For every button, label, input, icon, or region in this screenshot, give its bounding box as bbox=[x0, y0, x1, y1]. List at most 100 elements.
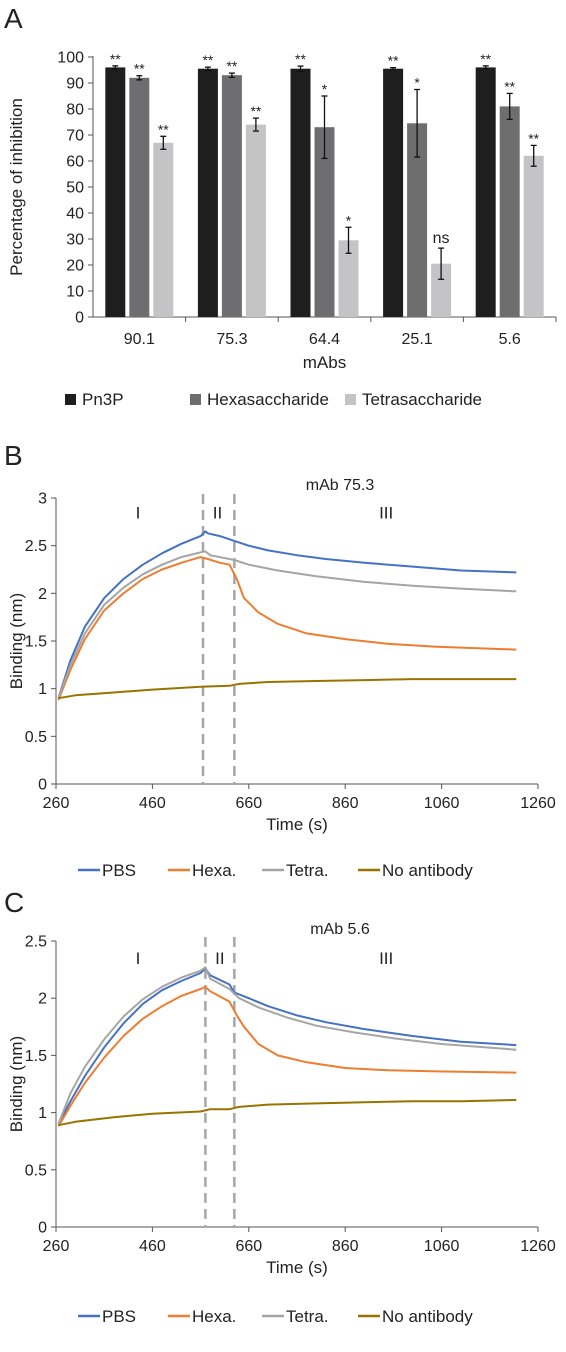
phase-label: III bbox=[379, 503, 393, 522]
series-line bbox=[57, 550, 517, 699]
phase-label: I bbox=[136, 949, 141, 968]
legend-label: No antibody bbox=[382, 1307, 473, 1326]
series-line bbox=[57, 556, 517, 701]
y-tick-label: 20 bbox=[66, 258, 84, 275]
significance-label: ** bbox=[528, 130, 539, 146]
x-tick-label: 460 bbox=[139, 1238, 166, 1255]
bar bbox=[431, 263, 452, 317]
x-tick-label: 260 bbox=[43, 795, 70, 812]
y-axis-title: Binding (nm) bbox=[7, 593, 26, 689]
x-tick-label: 660 bbox=[235, 1238, 262, 1255]
legend-label: Tetra. bbox=[286, 861, 329, 880]
y-tick-label: 80 bbox=[66, 102, 84, 119]
y-tick-label: 60 bbox=[66, 154, 84, 171]
significance-label: ** bbox=[226, 58, 237, 74]
bar bbox=[383, 68, 404, 317]
bar bbox=[523, 155, 544, 317]
x-tick-label: 25.1 bbox=[402, 331, 433, 348]
y-tick-label: 90 bbox=[66, 76, 84, 93]
bar bbox=[407, 123, 428, 317]
x-tick-label: 90.1 bbox=[124, 331, 155, 348]
significance-label: * bbox=[346, 212, 352, 228]
chart-b-line: 0 0.5 1 1.5 2 2.5 3 260 460 660 860 1060 1260 Time (s… bbox=[7, 477, 556, 880]
chart-a-bar: 0 10 20 30 40 50 60 70 80 90 100 Percentage of inhi… bbox=[7, 50, 557, 409]
y-tick-label: 1.5 bbox=[25, 634, 47, 651]
x-tick-label: 260 bbox=[43, 1238, 70, 1255]
x-tick-label: 64.4 bbox=[309, 331, 340, 348]
x-tick-label: 460 bbox=[139, 795, 166, 812]
y-tick-label: 1 bbox=[38, 681, 47, 698]
legend-label: Tetrasaccharide bbox=[362, 390, 482, 409]
y-tick-label: 2 bbox=[38, 586, 47, 603]
x-axis-title: Time (s) bbox=[266, 1258, 328, 1277]
x-tick-label: 75.3 bbox=[216, 331, 247, 348]
legend-label: No antibody bbox=[382, 861, 473, 880]
significance-label: ** bbox=[250, 103, 261, 119]
bar bbox=[153, 142, 174, 317]
bar bbox=[475, 67, 496, 318]
legend-label: Hexa. bbox=[192, 1307, 236, 1326]
y-tick-label: 1 bbox=[38, 1105, 47, 1122]
bar bbox=[245, 124, 266, 317]
bar bbox=[221, 75, 242, 317]
y-tick-label: 10 bbox=[66, 284, 84, 301]
phase-label: I bbox=[136, 503, 141, 522]
y-tick-label: 0 bbox=[38, 777, 47, 794]
significance-label: ** bbox=[134, 61, 145, 77]
panel-b-letter: B bbox=[4, 440, 23, 471]
bar bbox=[197, 68, 218, 317]
y-tick-label: 3 bbox=[38, 491, 47, 508]
series-line bbox=[57, 530, 517, 699]
x-tick-label: 660 bbox=[235, 795, 262, 812]
bar bbox=[499, 106, 520, 318]
series-line bbox=[58, 1099, 517, 1127]
x-tick-label: 1260 bbox=[520, 1238, 556, 1255]
y-tick-label: 100 bbox=[57, 50, 84, 67]
legend-swatch bbox=[65, 394, 76, 405]
panel-a-letter: A bbox=[4, 3, 23, 34]
y-tick-label: 0.5 bbox=[25, 729, 47, 746]
x-tick-label: 1060 bbox=[424, 1238, 460, 1255]
significance-label: * bbox=[414, 75, 420, 91]
y-tick-label: 30 bbox=[66, 232, 84, 249]
significance-label: ns bbox=[433, 230, 450, 247]
chart-title: mAb 75.3 bbox=[306, 477, 375, 494]
significance-label: ** bbox=[504, 78, 515, 94]
legend-label: Tetra. bbox=[286, 1307, 329, 1326]
legend-label: PBS bbox=[102, 1307, 136, 1326]
y-tick-label: 70 bbox=[66, 128, 84, 145]
significance-label: * bbox=[322, 81, 328, 97]
legend-swatch bbox=[190, 394, 201, 405]
series-line bbox=[57, 966, 517, 1125]
y-tick-label: 0 bbox=[75, 310, 84, 327]
legend-label: Hexa. bbox=[192, 861, 236, 880]
phase-label: II bbox=[213, 503, 222, 522]
panel-c-letter: C bbox=[4, 887, 24, 918]
phase-label: III bbox=[379, 949, 393, 968]
y-tick-label: 2.5 bbox=[25, 934, 47, 951]
y-tick-label: 1.5 bbox=[25, 1048, 47, 1065]
bar bbox=[129, 77, 150, 317]
y-tick-label: 2 bbox=[38, 991, 47, 1008]
x-tick-label: 860 bbox=[332, 795, 359, 812]
x-tick-label: 1060 bbox=[424, 795, 460, 812]
bar bbox=[290, 68, 311, 317]
x-tick-label: 1260 bbox=[520, 795, 556, 812]
series-line bbox=[58, 678, 517, 700]
series-line bbox=[57, 985, 517, 1127]
bar bbox=[338, 240, 359, 317]
significance-label: ** bbox=[295, 51, 306, 67]
y-tick-label: 0.5 bbox=[25, 1162, 47, 1179]
y-tick-label: 40 bbox=[66, 206, 84, 223]
significance-label: ** bbox=[202, 52, 213, 68]
phase-label: II bbox=[215, 949, 224, 968]
y-tick-label: 50 bbox=[66, 180, 84, 197]
x-axis-title: mAbs bbox=[303, 353, 346, 372]
significance-label: ** bbox=[388, 53, 399, 69]
y-axis-title: Percentage of inhibition bbox=[7, 98, 26, 276]
chart-title: mAb 5.6 bbox=[310, 921, 370, 938]
y-axis-title: Binding (nm) bbox=[7, 1036, 26, 1132]
legend-label: Hexasaccharide bbox=[207, 390, 329, 409]
legend-label: Pn3P bbox=[82, 390, 124, 409]
